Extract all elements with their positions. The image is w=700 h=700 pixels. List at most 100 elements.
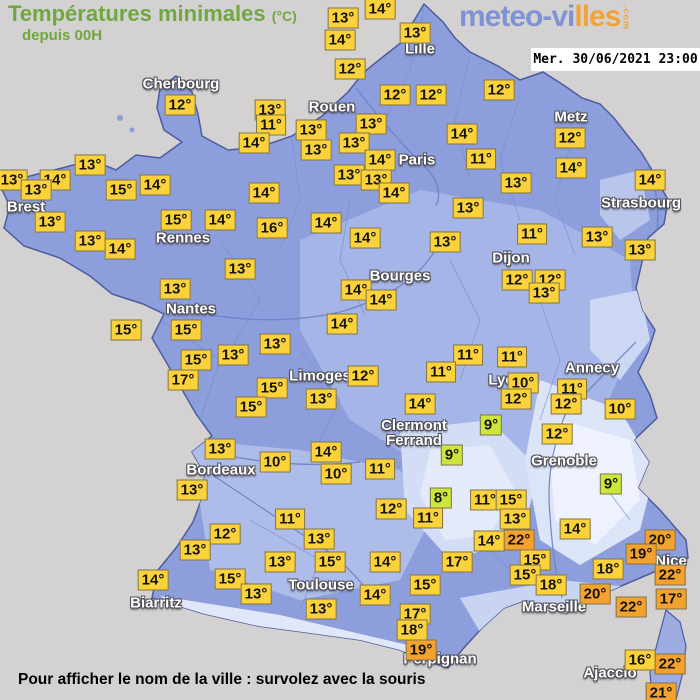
temp-label[interactable]: 18° <box>396 619 428 641</box>
temp-label[interactable]: 11° <box>466 148 496 170</box>
temp-label[interactable]: 15° <box>105 179 137 201</box>
temp-label[interactable]: 14° <box>364 149 396 171</box>
temp-label[interactable]: 13° <box>327 7 359 29</box>
temp-label[interactable]: 19° <box>625 543 657 565</box>
temp-label[interactable]: 12° <box>500 388 532 410</box>
temp-label[interactable]: 15° <box>170 319 202 341</box>
temp-label[interactable]: 11° <box>365 458 395 480</box>
temp-label[interactable]: 13° <box>204 438 236 460</box>
temp-label[interactable]: 10° <box>604 398 636 420</box>
temp-label[interactable]: 12° <box>334 58 366 80</box>
temp-label[interactable]: 14° <box>238 132 270 154</box>
temp-label[interactable]: 22° <box>503 529 535 551</box>
temp-label[interactable]: 14° <box>404 393 436 415</box>
temp-label[interactable]: 22° <box>615 596 647 618</box>
temp-label[interactable]: 8° <box>429 487 453 509</box>
temp-label[interactable]: 14° <box>634 169 666 191</box>
temp-label[interactable]: 15° <box>409 574 441 596</box>
temp-label[interactable]: 12° <box>347 365 379 387</box>
temp-label[interactable]: 17° <box>441 551 473 573</box>
temp-label[interactable]: 10° <box>259 451 291 473</box>
temp-label[interactable]: 13° <box>224 258 256 280</box>
temp-label[interactable]: 13° <box>338 132 370 154</box>
temp-label[interactable]: 13° <box>305 598 337 620</box>
temp-label[interactable]: 15° <box>314 551 346 573</box>
temp-label[interactable]: 11° <box>426 361 456 383</box>
temp-label[interactable]: 14° <box>139 174 171 196</box>
temp-label[interactable]: 11° <box>497 346 527 368</box>
temp-label[interactable]: 11° <box>413 507 443 529</box>
temp-label[interactable]: 13° <box>74 230 106 252</box>
temp-label[interactable]: 18° <box>535 574 567 596</box>
temp-label[interactable]: 14° <box>446 123 478 145</box>
temp-label[interactable]: 11° <box>517 223 547 245</box>
temp-label[interactable]: 15° <box>180 349 212 371</box>
temp-label[interactable]: 12° <box>501 269 533 291</box>
temp-label[interactable]: 14° <box>204 209 236 231</box>
temp-label[interactable]: 16° <box>624 649 656 671</box>
temp-label[interactable]: 9° <box>440 444 464 466</box>
temp-label[interactable]: 13° <box>528 282 560 304</box>
temp-label[interactable]: 14° <box>324 29 356 51</box>
temp-label[interactable]: 13° <box>159 278 191 300</box>
temp-label[interactable]: 13° <box>624 239 656 261</box>
temp-label[interactable]: 14° <box>559 518 591 540</box>
temp-label[interactable]: 13° <box>295 119 327 141</box>
temp-label[interactable]: 13° <box>581 226 613 248</box>
temp-label[interactable]: 13° <box>305 388 337 410</box>
temp-label[interactable]: 14° <box>310 441 342 463</box>
temp-label[interactable]: 13° <box>300 139 332 161</box>
temp-label[interactable]: 10° <box>320 463 352 485</box>
temp-label[interactable]: 14° <box>310 212 342 234</box>
temp-label[interactable]: 13° <box>74 154 106 176</box>
temp-label[interactable]: 13° <box>240 583 272 605</box>
temp-label[interactable]: 21° <box>645 682 677 700</box>
temp-label[interactable]: 13° <box>355 113 387 135</box>
temp-label[interactable]: 15° <box>214 568 246 590</box>
temp-label[interactable]: 15° <box>235 396 267 418</box>
temp-label[interactable]: 19° <box>405 639 437 661</box>
temp-label[interactable]: 22° <box>654 564 686 586</box>
temp-label[interactable]: 9° <box>599 473 623 495</box>
temp-label[interactable]: 14° <box>365 289 397 311</box>
temp-label[interactable]: 15° <box>256 377 288 399</box>
temp-label[interactable]: 13° <box>499 508 531 530</box>
temp-label[interactable]: 11° <box>453 344 483 366</box>
temp-label[interactable]: 13° <box>176 479 208 501</box>
temp-label[interactable]: 9° <box>479 414 503 436</box>
temp-label[interactable]: 13° <box>217 344 249 366</box>
temp-label[interactable]: 14° <box>359 584 391 606</box>
temp-label[interactable]: 13° <box>179 539 211 561</box>
temp-label[interactable]: 14° <box>248 182 280 204</box>
temp-label[interactable]: 14° <box>326 313 358 335</box>
temp-label[interactable]: 13° <box>333 164 365 186</box>
temp-label[interactable]: 13° <box>429 231 461 253</box>
temp-label[interactable]: 20° <box>579 583 611 605</box>
temp-label[interactable]: 14° <box>473 530 505 552</box>
temp-label[interactable]: 22° <box>654 653 686 675</box>
temp-label[interactable]: 15° <box>110 319 142 341</box>
temp-label[interactable]: 13° <box>264 551 296 573</box>
temp-label[interactable]: 12° <box>415 84 447 106</box>
temp-label[interactable]: 12° <box>209 523 241 545</box>
temp-label[interactable]: 12° <box>550 393 582 415</box>
temp-label[interactable]: 14° <box>555 157 587 179</box>
temp-label[interactable]: 15° <box>160 209 192 231</box>
temp-label[interactable]: 14° <box>104 238 136 260</box>
temp-label[interactable]: 14° <box>378 182 410 204</box>
temp-label[interactable]: 13° <box>500 172 532 194</box>
temp-label[interactable]: 16° <box>256 217 288 239</box>
temp-label[interactable]: 17° <box>655 588 687 610</box>
temp-label[interactable]: 12° <box>541 423 573 445</box>
temp-label[interactable]: 15° <box>495 489 527 511</box>
temp-label[interactable]: 13° <box>34 211 66 233</box>
temp-label[interactable]: 14° <box>349 227 381 249</box>
temp-label[interactable]: 13° <box>303 528 335 550</box>
temp-label[interactable]: 17° <box>399 603 431 625</box>
temp-label[interactable]: 14° <box>369 551 401 573</box>
temp-label[interactable]: 14° <box>364 0 396 20</box>
temp-label[interactable]: 13° <box>259 333 291 355</box>
temp-label[interactable]: 13° <box>452 197 484 219</box>
temp-label[interactable]: 12° <box>554 127 586 149</box>
temp-label[interactable]: 17° <box>167 369 199 391</box>
